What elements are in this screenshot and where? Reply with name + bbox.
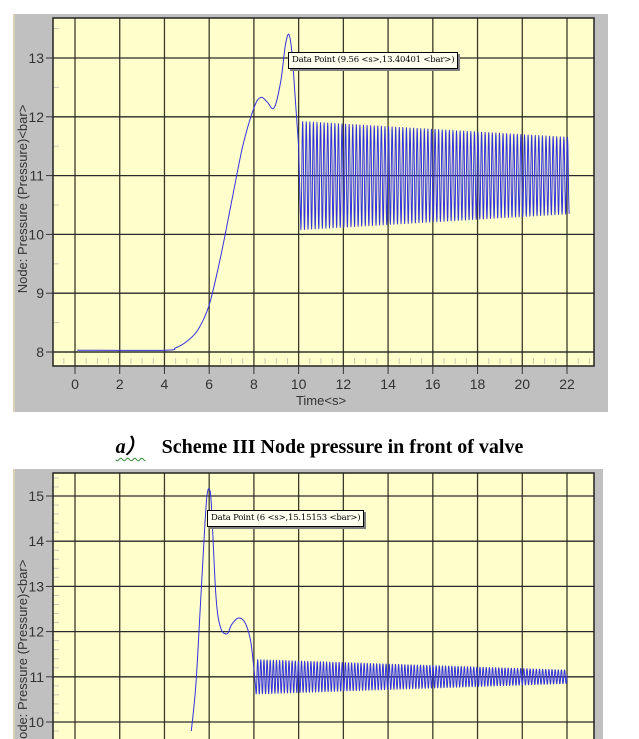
figure-caption: a） Scheme III Node pressure in front of v…: [0, 430, 639, 459]
x-tick-label: 2: [116, 376, 124, 392]
y-axis-label: Node: Pressure (Pressure)<bar>: [15, 560, 30, 739]
x-tick-label: 8: [250, 376, 258, 392]
series-line: [190, 488, 568, 732]
x-tick-label: 14: [380, 376, 396, 392]
x-tick-label: 4: [161, 376, 169, 392]
y-tick-label: 11: [29, 669, 44, 685]
y-axis-label: Node: Pressure (Pressure)<bar>: [15, 105, 30, 294]
minor-ticks: [53, 28, 590, 364]
data-point-tooltip: Data Point (9.56 <s>,13.40401 <bar>): [288, 52, 459, 69]
series-line: [77, 33, 570, 351]
y-tick-label: 10: [28, 714, 44, 730]
y-tick-label: 15: [28, 488, 44, 504]
chart-panel-a: 8 9 10 11 12 13 0 2 4 6 8 10 12 14 16 18 20 22 Node: Pre…: [13, 14, 608, 412]
y-tick-label: 11: [29, 168, 44, 184]
x-axis-label: Time<s>: [296, 393, 346, 408]
x-tick-label: 6: [205, 376, 213, 392]
x-tick-label: 22: [559, 376, 575, 392]
y-axis: 10 11 12 13 14 15: [28, 488, 53, 730]
x-axis: 0 2 4 6 8 10 12 14 16 18 20 22: [71, 366, 575, 392]
caption-text: Scheme III Node pressure in front of val…: [161, 436, 524, 458]
x-tick-label: 16: [425, 376, 441, 392]
y-tick-label: 9: [36, 285, 44, 301]
x-tick-label: 20: [514, 376, 530, 392]
y-tick-label: 8: [36, 344, 44, 360]
y-tick-label: 13: [28, 50, 44, 66]
x-tick-label: 10: [291, 376, 307, 392]
y-tick-label: 12: [28, 624, 44, 640]
x-tick-label: 0: [71, 376, 79, 392]
x-tick-label: 18: [470, 376, 486, 392]
y-tick-label: 13: [28, 578, 44, 594]
caption-prefix: a）: [115, 436, 146, 458]
data-point-tooltip: Data Point (6 <s>,15.15153 <bar>): [207, 510, 365, 527]
plot-frame: [52, 17, 595, 367]
chart-a-svg: 8 9 10 11 12 13 0 2 4 6 8 10 12 14 16 18 20 22 Node: Pre…: [15, 17, 595, 408]
y-tick-label: 12: [28, 109, 44, 125]
series-line-path: [77, 33, 570, 351]
minor-ticks: [53, 477, 59, 732]
plot-frame: [52, 472, 595, 739]
y-tick-label: 10: [28, 226, 44, 242]
y-axis: 8 9 10 11 12 13: [28, 50, 53, 360]
series-line-path: [190, 488, 568, 732]
y-tick-label: 14: [28, 533, 44, 549]
x-tick-label: 12: [336, 376, 352, 392]
